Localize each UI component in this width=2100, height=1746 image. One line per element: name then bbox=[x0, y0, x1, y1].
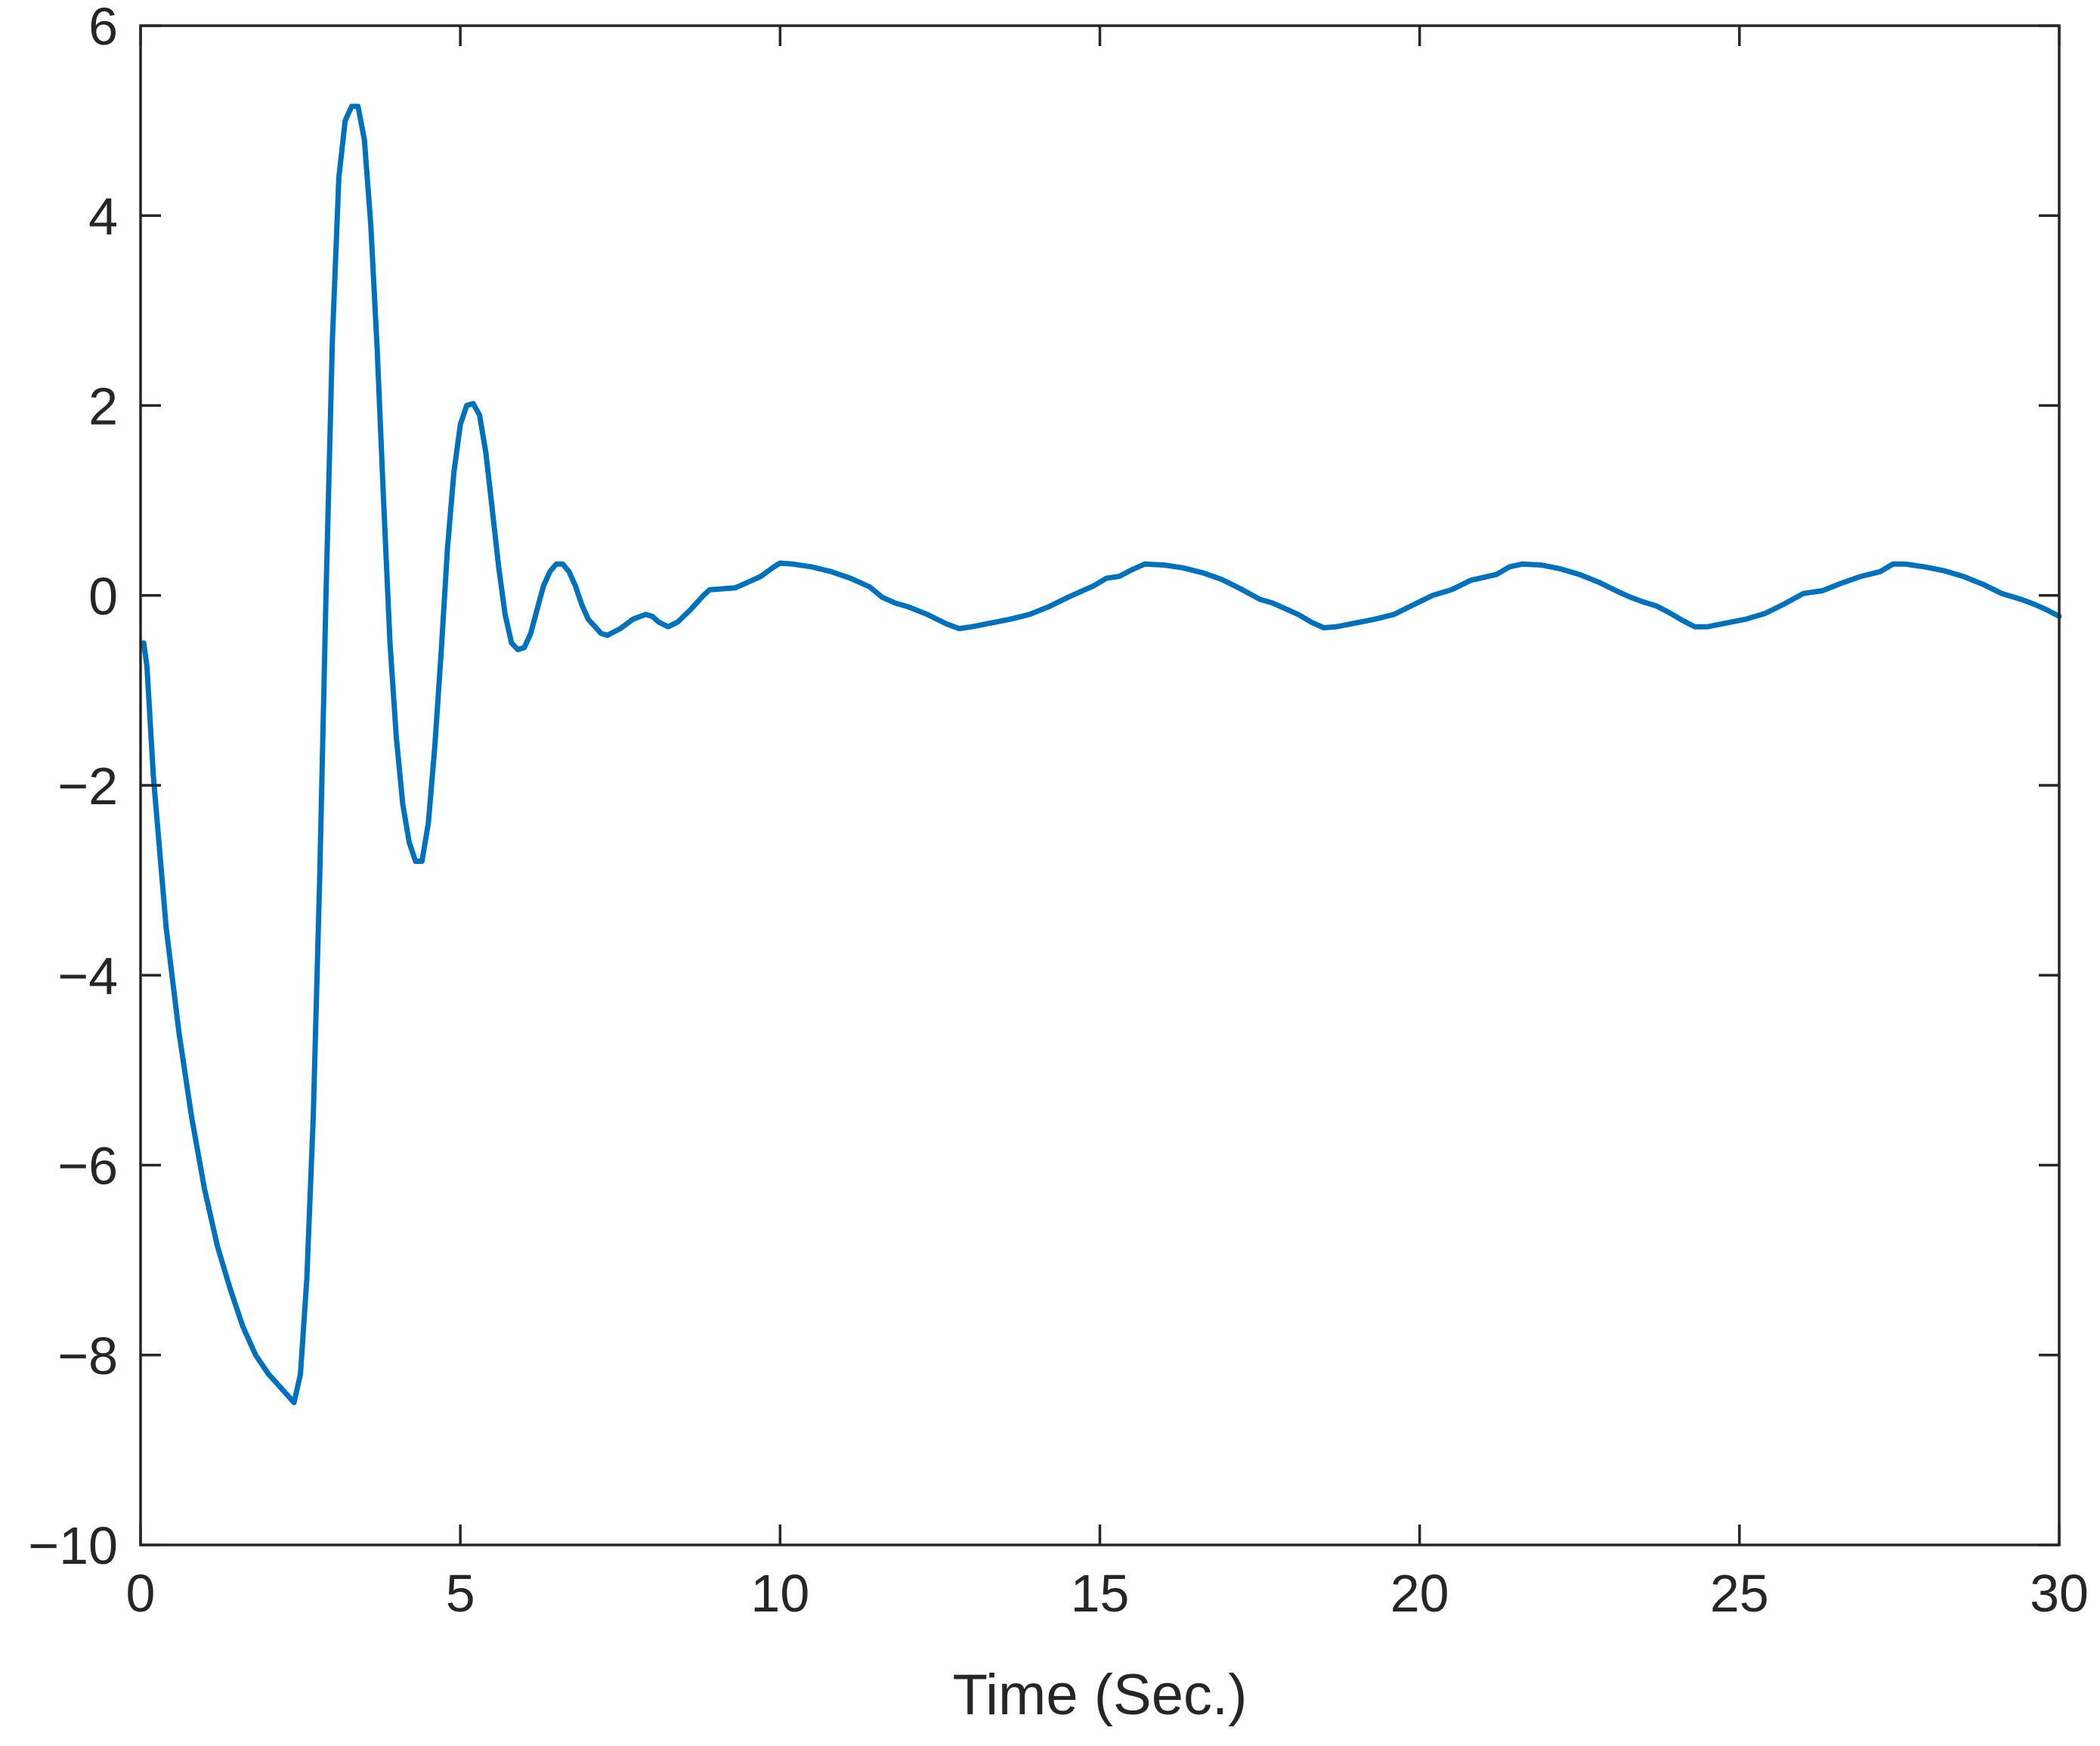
y-tick-label: 0 bbox=[88, 567, 118, 626]
x-tick-label: 25 bbox=[1710, 1564, 1769, 1623]
y-tick-label: −2 bbox=[57, 757, 118, 816]
x-tick-label: 10 bbox=[750, 1564, 809, 1623]
y-tick-label: 4 bbox=[88, 187, 118, 246]
y-tick-label: −6 bbox=[57, 1137, 118, 1196]
y-tick-label: −4 bbox=[57, 946, 118, 1005]
x-tick-label: 20 bbox=[1390, 1564, 1449, 1623]
y-tick-label: −10 bbox=[28, 1516, 118, 1575]
x-tick-label: 15 bbox=[1071, 1564, 1130, 1623]
tick-layer bbox=[139, 24, 2061, 1546]
x-tick-label: 30 bbox=[2030, 1564, 2089, 1623]
tick-label-layer: 0 5 10 15 20 25 30 −10 −8 −6 −4 −2 0 2 4 6 bbox=[28, 0, 2089, 1623]
y-tick-label: −8 bbox=[57, 1327, 118, 1385]
x-tick-label: 5 bbox=[446, 1564, 475, 1623]
x-tick-label: 0 bbox=[126, 1564, 156, 1623]
series-line-0 bbox=[141, 104, 2062, 1406]
plot-line-layer bbox=[141, 104, 2062, 1406]
x-axis-title: Time (Sec.) bbox=[953, 1663, 1248, 1727]
y-tick-label: 2 bbox=[88, 377, 118, 436]
y-tick-label: 6 bbox=[88, 0, 118, 56]
